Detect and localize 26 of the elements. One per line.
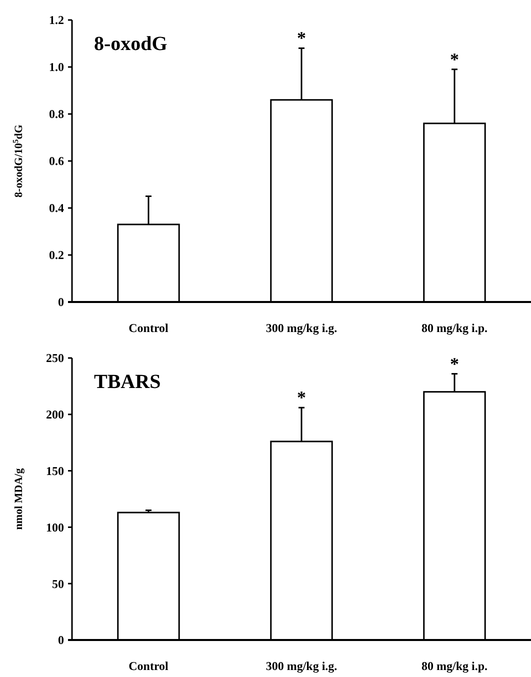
y-tick-label: 1.2 — [49, 13, 64, 28]
y-tick-label: 0.4 — [49, 201, 64, 216]
annotation: * — [297, 388, 306, 408]
text: 8-oxodG — [94, 33, 168, 55]
y-tick-label: 50 — [52, 576, 64, 591]
x-tick-label: Control — [128, 659, 170, 673]
y-tick-label: 0.6 — [49, 154, 64, 168]
text: TBARS — [94, 371, 161, 393]
y-axis-title: nmol MDA/g — [13, 468, 25, 530]
x-tick-label: 80 mg/kg i.p. — [421, 659, 488, 673]
y-tick-label: 100 — [46, 520, 64, 534]
x-tick-label: 300 mg/kg i.g. — [266, 321, 338, 335]
annotation: * — [450, 49, 459, 70]
y-tick-label: 250 — [46, 351, 64, 366]
y-tick-label: 150 — [46, 464, 64, 478]
annotation: * — [297, 28, 306, 48]
y-tick-label: 0.2 — [49, 248, 64, 262]
y-tick-label: 1.0 — [49, 60, 64, 74]
x-tick-label: Control — [128, 321, 170, 335]
y-tick-label: 200 — [46, 408, 64, 422]
y-tick-label: 0.8 — [49, 107, 64, 122]
annotation: * — [450, 354, 459, 374]
x-tick-label: 300 mg/kg i.g. — [266, 659, 338, 673]
y-tick-label: 0 — [58, 633, 64, 648]
y-tick-label: 0 — [58, 295, 64, 310]
x-tick-label: 80 mg/kg i.p. — [421, 321, 488, 335]
